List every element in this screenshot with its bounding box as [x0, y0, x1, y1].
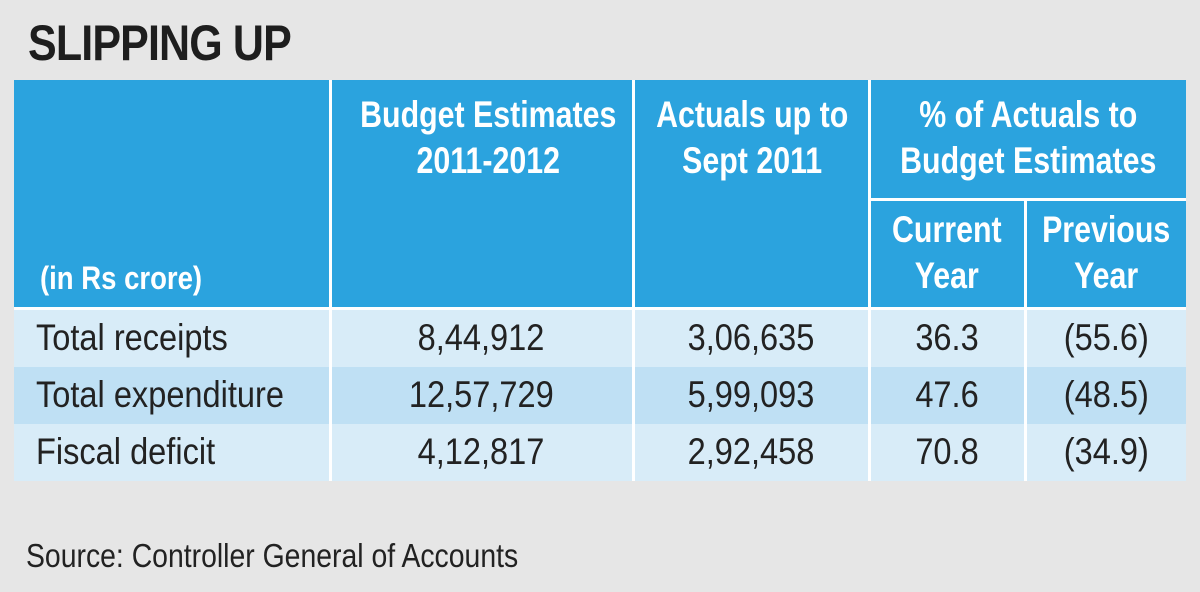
table-row: Total receipts 8,44,912 3,06,635 36.3 (5… — [14, 308, 1187, 367]
row-label: Total receipts — [36, 317, 228, 358]
budget-cell: 8,44,912 — [330, 308, 635, 367]
actuals-header-cell: Actuals up to Sept 2011 — [633, 80, 871, 310]
actuals-cell: 5,99,093 — [633, 366, 871, 424]
source-note: Source: Controller General of Accounts — [26, 537, 519, 574]
actuals-cell: 3,06,635 — [633, 308, 871, 367]
current-year-header-cell: Current Year — [869, 199, 1027, 310]
previous-year-cell: (34.9) — [1025, 423, 1187, 481]
row-label-cell: Total receipts — [14, 308, 332, 367]
actuals-cell: 2,92,458 — [633, 423, 871, 481]
budget-cell: 12,57,729 — [330, 366, 635, 424]
unit-header-cell: (in Rs crore) — [14, 80, 332, 310]
row-label-cell: Total expenditure — [14, 366, 332, 424]
data-table: (in Rs crore) Budget Estimates 2011-2012 … — [14, 80, 1187, 481]
budget-header-cell: Budget Estimates 2011-2012 — [330, 80, 635, 310]
table-row: Total expenditure 12,57,729 5,99,093 47.… — [14, 366, 1187, 424]
unit-label: (in Rs crore) — [40, 259, 203, 296]
budget-header: Budget Estimates 2011-2012 — [359, 94, 616, 181]
current-year-cell: 36.3 — [869, 308, 1027, 367]
previous-year-header-cell: Previous Year — [1025, 199, 1187, 310]
current-year-cell: 47.6 — [869, 366, 1027, 424]
actuals-header: Actuals up to Sept 2011 — [655, 94, 848, 181]
previous-year-header: Previous Year — [1042, 208, 1171, 296]
current-year-cell: 70.8 — [869, 423, 1027, 481]
row-label: Total expenditure — [36, 374, 284, 415]
previous-year-cell: (55.6) — [1025, 308, 1187, 367]
current-year-header: Current Year — [892, 208, 1002, 296]
row-label: Fiscal deficit — [36, 431, 216, 472]
pct-group-header-cell: % of Actuals to Budget Estimates — [869, 80, 1187, 201]
pct-group-header: % of Actuals to Budget Estimates — [900, 94, 1157, 181]
previous-year-cell: (48.5) — [1025, 366, 1187, 424]
chart-title: SLIPPING UP — [28, 15, 292, 71]
table-row: Fiscal deficit 4,12,817 2,92,458 70.8 (3… — [14, 423, 1187, 481]
budget-cell: 4,12,817 — [330, 423, 635, 481]
row-label-cell: Fiscal deficit — [14, 423, 332, 481]
